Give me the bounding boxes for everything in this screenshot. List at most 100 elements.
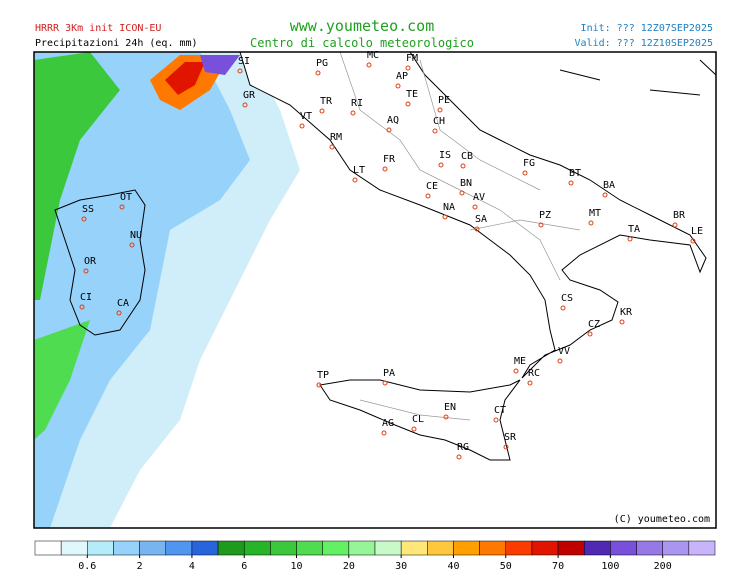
city-dot [619,319,625,325]
model-label: HRRR 3Km init ICON-EU [35,23,161,34]
valid-label: Valid: ??? 12Z10SEP2025 [575,38,713,49]
color-swatch [636,540,663,556]
init-label: Init: ??? 12Z07SEP2025 [581,23,713,34]
color-swatch [243,540,271,556]
color-swatch [688,540,716,556]
city-label: BA [603,180,615,191]
city-label: SI [238,56,250,67]
city-label: TR [320,96,333,107]
city-label: ME [514,356,526,367]
city-dot [366,62,372,68]
color-swatch [34,540,62,556]
city-dot [315,70,321,76]
map-frame [33,51,717,529]
city-label: MT [589,208,601,219]
city-dot [405,65,411,71]
city-label: MC [367,50,379,61]
city-label: CT [494,405,506,416]
city-label: EN [444,402,456,413]
city-label: PE [438,95,450,106]
region-border [339,51,581,421]
city-label: LE [691,226,703,237]
city-dot [443,414,449,420]
city-dot [386,127,392,133]
city-label: FM [406,53,418,64]
city-dot [587,331,593,337]
city-label: SS [82,204,94,215]
city-label: NA [443,202,455,213]
city-label: BT [569,168,581,179]
city-dot [460,163,466,169]
city-label: CA [117,298,129,309]
city-dot [456,454,462,460]
city-label: KR [620,307,633,318]
colorbar-label: 200 [654,561,672,572]
colorbar-label: 70 [552,561,564,572]
city-label: CE [426,181,438,192]
city-dot [237,68,243,74]
color-swatch [400,540,428,556]
city-dot [493,417,499,423]
city-dot [116,310,122,316]
coastline [54,189,146,336]
colorbar-label: 100 [601,561,619,572]
city-label: PA [383,368,395,379]
city-dot [472,204,478,210]
city-dot [568,180,574,186]
color-swatch [60,540,88,556]
city-dot [405,101,411,107]
city-dot [442,214,448,220]
color-swatch [270,540,297,556]
color-swatch [374,540,402,556]
city-label: AQ [387,115,399,126]
color-swatch [479,540,507,556]
city-label: BN [460,178,472,189]
city-dot [538,222,544,228]
city-dot [350,110,356,116]
color-swatch [296,540,323,556]
coastline [239,51,707,379]
city-dot [672,222,678,228]
city-label: CH [433,116,445,127]
copyright: (C) youmeteo.com [614,514,710,525]
city-dot [432,128,438,134]
precip-green [34,320,90,440]
city-dot [560,305,566,311]
city-dot [627,236,633,242]
city-label: VT [300,111,312,122]
city-label: AP [396,71,408,82]
city-label: BR [673,210,686,221]
color-swatch [217,540,245,556]
city-label: CI [80,292,92,303]
map: SI PG MC FM AP GR TE PE TR RI AQ CH VT RM FR IS CB FG LT BT… [33,50,717,529]
city-dot [527,380,533,386]
color-swatch [610,540,637,556]
city-dot [602,192,608,198]
city-dot [329,144,335,150]
precip-purple [200,55,240,75]
city-label: CS [561,293,573,304]
colorbar-label: 2 [137,561,143,572]
color-swatch [662,540,690,556]
colorbar-label: 0.6 [78,561,96,572]
city-label: RM [330,132,342,143]
city-label: RI [351,98,363,109]
subtitle-label: Centro di calcolo meteorologico [250,36,474,50]
colorbar-label: 6 [241,561,247,572]
city-label: FG [523,158,535,169]
city-dot [459,190,465,196]
city-label: PG [316,58,328,69]
city-label: SA [475,214,487,225]
precip-green [34,52,120,300]
city-dot [513,368,519,374]
city-label: TP [317,370,329,381]
city-dot [690,238,696,244]
city-dot [81,216,87,222]
color-swatch [165,540,193,556]
city-dot [79,304,85,310]
product-label: Precipitazioni 24h (eq. mm) [35,38,198,49]
city-label: IS [439,150,451,161]
city-dot [242,102,248,108]
city-label: VV [558,346,570,357]
